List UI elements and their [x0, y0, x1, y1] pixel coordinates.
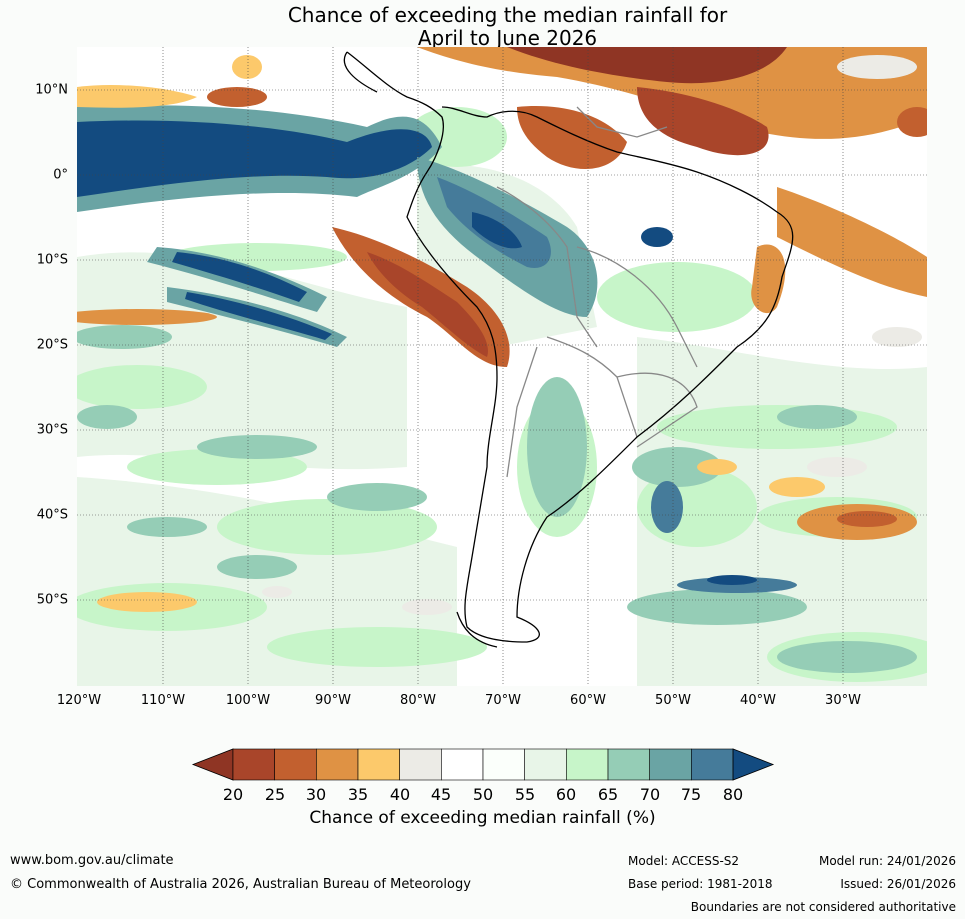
lon-label-120w: 120°W: [56, 693, 102, 708]
title-line-1: Chance of exceeding the median rainfall …: [287, 3, 728, 27]
lon-label-30w: 30°W: [825, 693, 861, 708]
teal-patches: [77, 325, 917, 673]
lon-label-80w: 80°W: [400, 693, 436, 708]
colorbar-title: Chance of exceeding median rainfall (%): [309, 808, 656, 828]
colorbar-segment: [316, 748, 359, 781]
colorbar-tick-25: 25: [264, 785, 286, 804]
colorbar-tick-70: 70: [639, 785, 661, 804]
lat-label-30s: 30°S: [36, 422, 68, 438]
lon-label-90w: 90°W: [315, 693, 351, 708]
lat-label-10s: 10°S: [36, 252, 68, 268]
colorbar-under-arrow: [191, 748, 234, 781]
website-link[interactable]: www.bom.gov.au/climate: [10, 853, 174, 868]
colorbar-tick-50: 50: [472, 785, 494, 804]
coastline: [343, 51, 794, 648]
colorbar-segment: [649, 748, 692, 781]
lat-label-20s: 20°S: [36, 337, 68, 353]
colorbar-tick-20: 20: [222, 785, 244, 804]
colorbar-segment: [274, 748, 317, 781]
map-title: Chance of exceeding the median rainfall …: [0, 4, 965, 50]
colorbar-segment: [441, 748, 484, 781]
map-canvas: [77, 47, 927, 686]
lon-label-60w: 60°W: [570, 693, 606, 708]
copyright-text: © Commonwealth of Australia 2026, Austra…: [10, 877, 471, 892]
country-borders: [496, 106, 698, 478]
colorbar-segment: [566, 748, 609, 781]
issued-date: Issued: 26/01/2026: [840, 877, 956, 891]
lat-label-0: 0°: [53, 167, 68, 183]
colorbar-tick-45: 45: [430, 785, 452, 804]
colorbar-tick-35: 35: [347, 785, 369, 804]
colorbar-segment: [524, 748, 567, 781]
colorbar-segment: [232, 748, 275, 781]
colorbar-tick-30: 30: [305, 785, 327, 804]
model-name: Model: ACCESS-S2: [628, 854, 740, 868]
lon-label-40w: 40°W: [740, 693, 776, 708]
wet-bands: [77, 105, 797, 593]
rainfall-map[interactable]: [77, 47, 927, 686]
lon-label-70w: 70°W: [485, 693, 521, 708]
lon-label-50w: 50°W: [655, 693, 691, 708]
colorbar-segment: [357, 748, 400, 781]
lon-label-110w: 110°W: [140, 693, 186, 708]
colorbar-tick-80: 80: [722, 785, 744, 804]
colorbar-segment: [607, 748, 651, 781]
colorbar-segment: [399, 748, 442, 781]
boundaries-disclaimer: Boundaries are not considered authoritat…: [690, 900, 956, 914]
colorbar-tick-55: 55: [514, 785, 536, 804]
colorbar-tick-75: 75: [680, 785, 702, 804]
title-line-2: April to June 2026: [417, 26, 598, 50]
model-run-date: Model run: 24/01/2026: [818, 854, 956, 868]
colorbar-segment: [691, 748, 734, 781]
colorbar-over-arrow: [732, 748, 775, 781]
colorbar-tick-60: 60: [555, 785, 577, 804]
dry-areas: [77, 47, 927, 612]
colorbar-tick-40: 40: [389, 785, 411, 804]
lat-label-40s: 40°S: [36, 507, 68, 523]
colorbar-segment: [482, 748, 525, 781]
lon-label-100w: 100°W: [225, 693, 271, 708]
gridlines: [77, 47, 927, 686]
base-period: Base period: 1981-2018: [628, 877, 773, 891]
colorbar-tick-65: 65: [597, 785, 619, 804]
colorbar: [191, 748, 775, 781]
grey-areas: [262, 55, 922, 615]
lat-label-50s: 50°S: [36, 592, 68, 608]
lat-label-10n: 10°N: [35, 82, 68, 98]
